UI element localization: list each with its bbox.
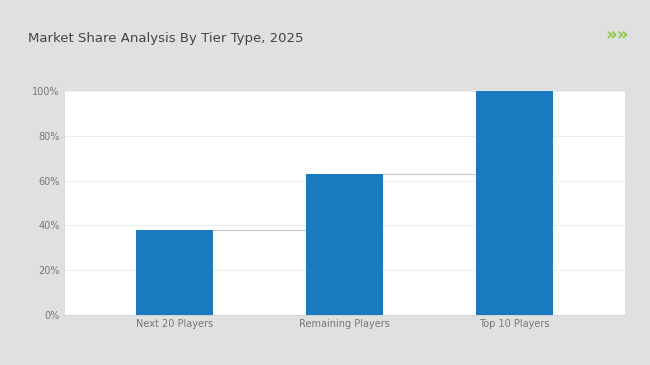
Bar	[136, 230, 213, 315]
Text: Market Share Analysis By Tier Type, 2025: Market Share Analysis By Tier Type, 2025	[28, 32, 304, 45]
Bar	[306, 174, 383, 315]
Bar	[476, 91, 553, 315]
Text: »»: »»	[605, 27, 629, 45]
